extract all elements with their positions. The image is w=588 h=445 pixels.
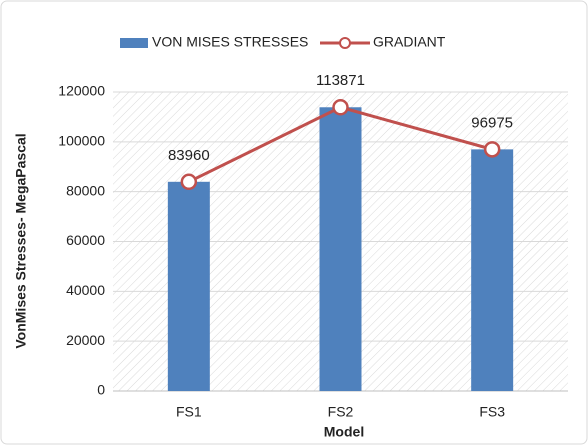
legend-label: VON MISES STRESSES bbox=[152, 34, 308, 50]
x-tick-label: FS1 bbox=[176, 404, 202, 420]
y-tick-label: 60000 bbox=[66, 232, 105, 248]
y-axis-label: VonMises Stresses- MegaPascal bbox=[13, 133, 29, 348]
x-tick-label: FS2 bbox=[328, 404, 354, 420]
marker bbox=[332, 99, 349, 116]
bar bbox=[319, 107, 362, 391]
data-label: 113871 bbox=[316, 72, 365, 89]
bar bbox=[471, 149, 514, 391]
data-label: 96975 bbox=[471, 114, 513, 131]
y-tick-label: 100000 bbox=[58, 133, 105, 149]
marker bbox=[483, 141, 501, 158]
x-tick-label: FS3 bbox=[479, 404, 505, 420]
legend-swatch bbox=[120, 38, 148, 48]
data-label: 83960 bbox=[168, 147, 210, 164]
y-tick-label: 40000 bbox=[66, 282, 105, 298]
legend-label: GRADIANT bbox=[373, 34, 446, 50]
y-tick-label: 80000 bbox=[66, 182, 105, 198]
legend-swatch bbox=[339, 37, 351, 49]
y-tick-label: 0 bbox=[97, 382, 105, 398]
marker bbox=[180, 173, 198, 191]
x-axis-label: Model bbox=[324, 424, 364, 440]
y-tick-label: 120000 bbox=[58, 83, 105, 99]
bar bbox=[167, 181, 210, 391]
y-tick-label: 20000 bbox=[66, 332, 105, 348]
